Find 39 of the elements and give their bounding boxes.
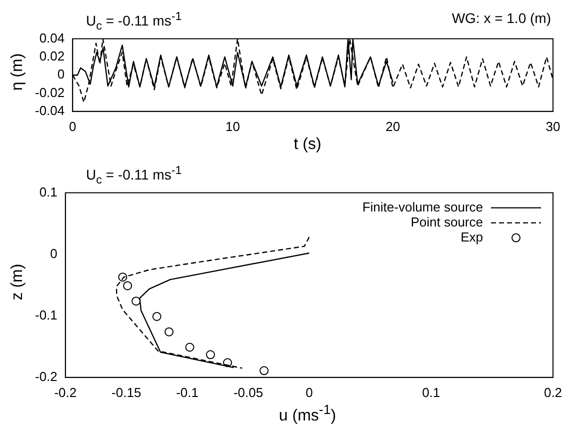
y-axis-title: z (m) — [9, 264, 27, 300]
point — [164, 327, 174, 336]
x-tick-label: 0.2 — [544, 384, 562, 400]
y-tick-label: 0 — [50, 246, 58, 261]
x-tick-label: -0.15 — [112, 384, 142, 400]
x-tick-label: 30 — [546, 118, 560, 134]
x-tick-label: 10 — [226, 118, 240, 134]
y-axis-title: η (m) — [9, 53, 27, 91]
legend-label: Point source — [410, 214, 483, 230]
line-series — [116, 236, 310, 369]
text: WG: x = 1.0 (m) — [452, 10, 551, 26]
point — [152, 312, 162, 321]
y-tick-label: -0.02 — [34, 84, 65, 100]
x-tick-label: -0.1 — [176, 384, 199, 400]
legend-label: Exp — [460, 229, 483, 244]
chart-title: U$_{c}$ = -0.11 ms$^{-1}$ — [86, 164, 182, 186]
y-tick-label: -0.04 — [34, 102, 65, 118]
y-tick-label: 0 — [57, 66, 65, 82]
y-tick-label: -0.2 — [34, 368, 58, 384]
chart-title: U$_{c}$ = -0.11 ms$^{-1}$ — [86, 10, 182, 32]
x-axis-title: t (s) — [292, 136, 322, 154]
point — [123, 281, 132, 290]
x-tick-label: 0 — [306, 384, 313, 400]
point — [132, 296, 141, 306]
point — [260, 366, 269, 376]
point — [206, 350, 215, 360]
x-tick-label: 0.1 — [422, 384, 440, 400]
y-tick-label: 0.04 — [39, 30, 65, 46]
point — [185, 342, 194, 352]
y-tick-label: -0.1 — [34, 307, 58, 322]
x-axis-title: u (ms$^{-1}$) — [278, 402, 338, 426]
x-tick-label: -0.05 — [233, 384, 264, 400]
point — [118, 272, 128, 282]
x-tick-label: 0 — [69, 118, 76, 134]
legend-label: Finite-volume source — [362, 199, 483, 214]
x-tick-label: 20 — [386, 118, 400, 134]
y-tick-label: 0.1 — [39, 184, 58, 200]
point — [223, 358, 232, 368]
y-tick-label: 0.02 — [39, 48, 65, 64]
